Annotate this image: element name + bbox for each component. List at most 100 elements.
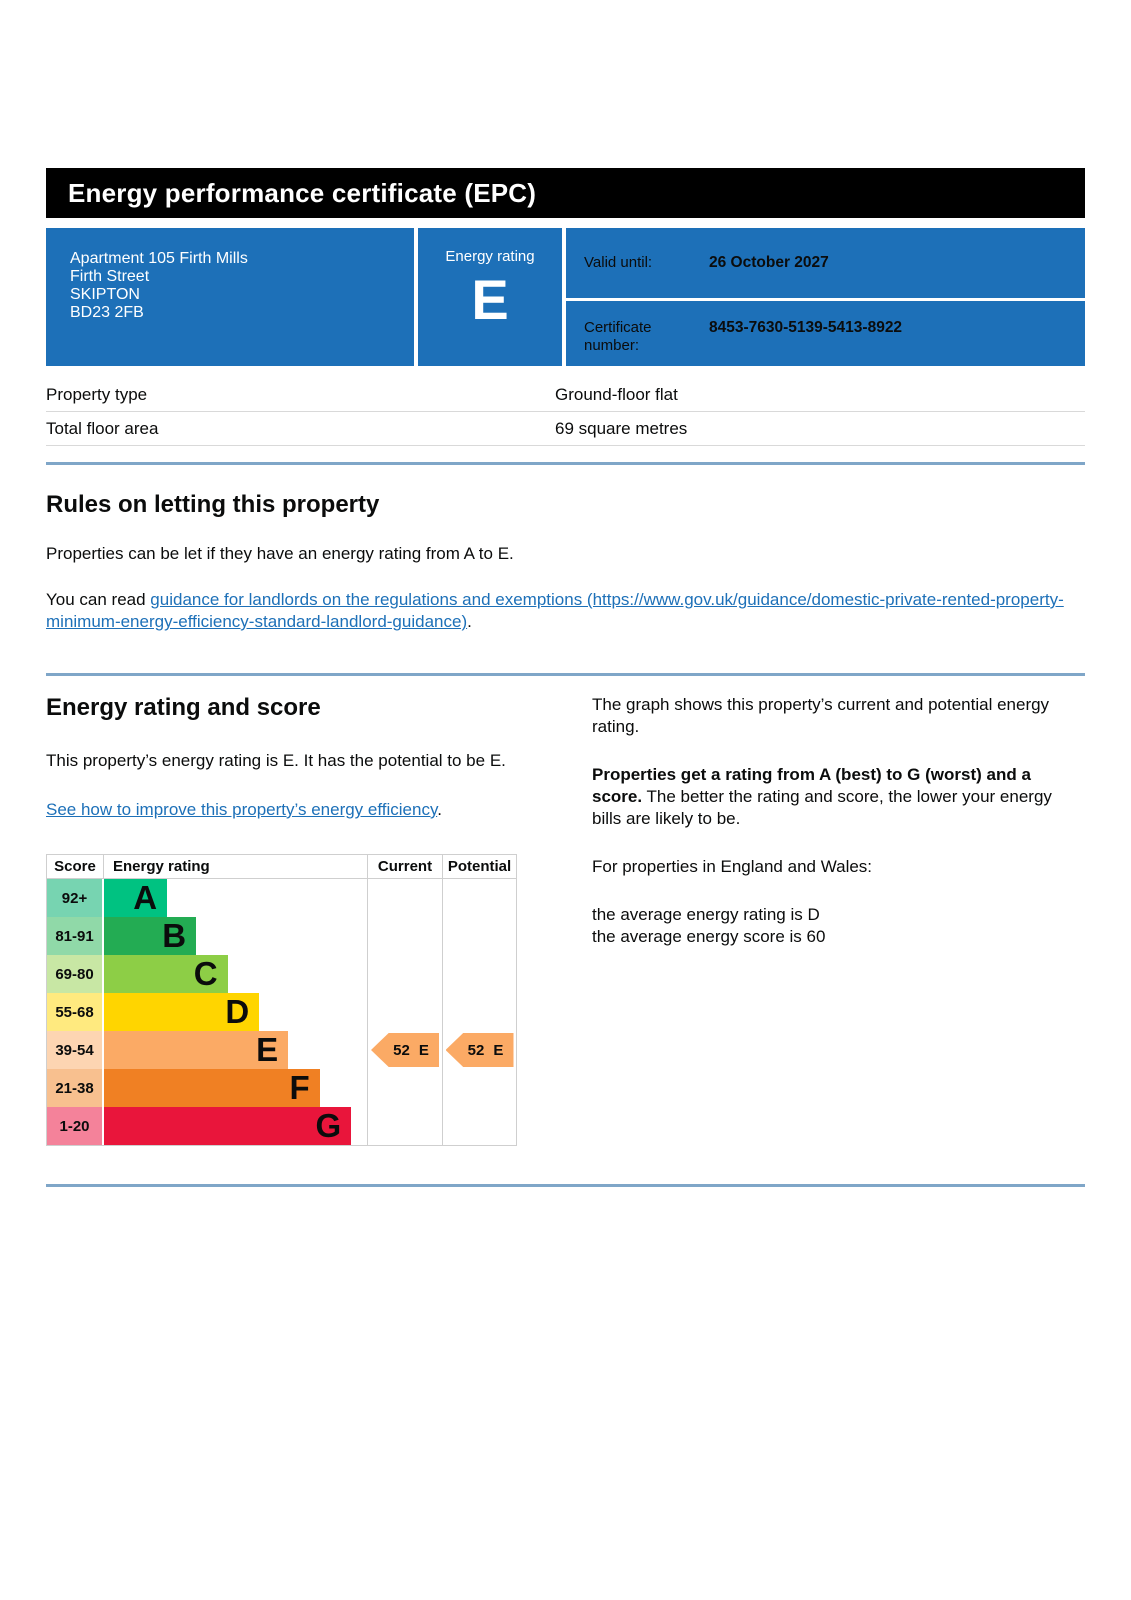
band-bar-track: B xyxy=(104,917,367,955)
section-divider xyxy=(46,462,1085,465)
band-bar-b: B xyxy=(104,917,197,955)
potential-letter: E xyxy=(493,1041,504,1059)
band-bar-g: G xyxy=(104,1107,352,1145)
current-score: 52 xyxy=(393,1041,410,1059)
band-bar-track: F xyxy=(104,1069,367,1107)
floor-area-value: 69 square metres xyxy=(555,418,688,438)
potential-score: 52 xyxy=(467,1041,485,1059)
valid-until-value: 26 October 2027 xyxy=(709,254,829,271)
band-score-d: 55-68 xyxy=(47,993,104,1031)
certificate-number-row: Certificate number: 8453-7630-5139-5413-… xyxy=(566,301,1085,366)
potential-cell-e: 52 E xyxy=(442,1031,516,1069)
chart-header-current: Current xyxy=(367,855,442,878)
table-row: Property type Ground-floor flat xyxy=(46,378,1085,412)
band-bar-d: D xyxy=(104,993,260,1031)
band-bar-track: A xyxy=(104,879,367,917)
property-type-label: Property type xyxy=(46,384,148,404)
potential-rating-arrow: 52 E xyxy=(445,1033,514,1067)
bottom-divider xyxy=(46,1184,1085,1187)
property-facts: Property type Ground-floor flat Total fl… xyxy=(46,378,1085,462)
graph-description-para: The graph shows this property’s current … xyxy=(592,695,1050,736)
improve-line-suffix: . xyxy=(437,800,442,819)
chart-header-row: Score Energy rating Current Potential xyxy=(47,855,516,879)
property-type-value: Ground-floor flat xyxy=(555,384,678,404)
certificate-number-value: 8453-7630-5139-5413-8922 xyxy=(709,319,903,336)
page-title: Energy performance certificate (EPC) xyxy=(68,177,537,208)
valid-until-label: Valid until: xyxy=(584,254,653,271)
rating-score-left-column: Energy rating and score This property’s … xyxy=(46,694,520,1146)
rating-score-right-column: The graph shows this property’s current … xyxy=(592,694,1085,1146)
current-cell-c xyxy=(367,955,442,993)
chart-header-score: Score xyxy=(47,855,104,878)
rating-explainer-para: Properties get a rating from A (best) to… xyxy=(592,764,1085,830)
band-bar-track: E xyxy=(104,1031,367,1069)
rules-para-1: Properties can be let if they have an en… xyxy=(46,544,514,563)
rules-para-2-suffix: . xyxy=(467,612,472,631)
epc-banner: Energy performance certificate (EPC) xyxy=(46,168,1085,218)
valid-until-row: Valid until: 26 October 2027 xyxy=(566,228,1085,298)
current-cell-f xyxy=(367,1069,442,1107)
current-cell-d xyxy=(367,993,442,1031)
band-bar-c: C xyxy=(104,955,228,993)
certificate-meta: Valid until: 26 October 2027 Certificate… xyxy=(566,228,1085,366)
address-line-3: SKIPTON xyxy=(70,286,140,303)
rules-heading: Rules on letting this property xyxy=(46,491,380,518)
average-score-line: the average energy score is 60 xyxy=(592,927,826,946)
current-rating-arrow: 52 E xyxy=(371,1033,439,1067)
band-row-f: 21-38 F xyxy=(47,1069,516,1107)
band-score-b: 81-91 xyxy=(47,917,104,955)
rating-summary-para: This property’s energy rating is E. It h… xyxy=(46,751,506,770)
epc-rating-chart: Score Energy rating Current Potential 92… xyxy=(46,854,517,1146)
band-row-d: 55-68 D xyxy=(47,993,516,1031)
address-line-4: BD23 2FB xyxy=(70,304,144,321)
chart-header-potential: Potential xyxy=(442,855,516,878)
band-bar-track: D xyxy=(104,993,367,1031)
potential-cell-f xyxy=(442,1069,516,1107)
potential-cell-a xyxy=(442,879,516,917)
current-cell-a xyxy=(367,879,442,917)
england-wales-line: For properties in England and Wales: xyxy=(592,857,873,876)
chart-header-rating: Energy rating xyxy=(113,858,210,875)
floor-area-label: Total floor area xyxy=(46,418,159,438)
table-row: Total floor area 69 square metres xyxy=(46,412,1085,446)
energy-rating-label: Energy rating xyxy=(445,248,535,265)
landlord-guidance-link[interactable]: guidance for landlords on the regulation… xyxy=(46,590,1064,631)
band-score-g: 1-20 xyxy=(47,1107,104,1145)
rules-section: Rules on letting this property Propertie… xyxy=(46,491,1085,673)
potential-cell-b xyxy=(442,917,516,955)
improve-efficiency-link[interactable]: See how to improve this property’s energ… xyxy=(46,800,438,819)
band-score-a: 92+ xyxy=(47,879,104,917)
property-address: Apartment 105 Firth Mills Firth Street S… xyxy=(46,228,414,366)
band-bar-e: E xyxy=(104,1031,289,1069)
summary-panel: Apartment 105 Firth Mills Firth Street S… xyxy=(46,228,1085,366)
current-cell-g xyxy=(367,1107,442,1145)
rules-para-2-prefix: You can read xyxy=(46,590,151,609)
average-rating-line: the average energy rating is D xyxy=(592,905,820,924)
epc-page: Energy performance certificate (EPC) Apa… xyxy=(46,168,1085,1187)
current-cell-b xyxy=(367,917,442,955)
rating-explainer-rest: The better the rating and score, the low… xyxy=(592,787,1052,828)
rating-explainer-bold: Properties get a rating from A (best) to… xyxy=(592,765,1031,806)
improve-line: See how to improve this property’s energ… xyxy=(46,800,520,820)
band-bar-track: C xyxy=(104,955,367,993)
energy-rating-value: E xyxy=(471,268,509,331)
current-cell-e: 52 E xyxy=(367,1031,442,1069)
address-line-1: Apartment 105 Firth Mills xyxy=(70,250,248,267)
current-letter: E xyxy=(418,1041,429,1059)
band-row-c: 69-80 C xyxy=(47,955,516,993)
rules-para-2: You can read guidance for landlords on t… xyxy=(46,589,1085,633)
address-line-2: Firth Street xyxy=(70,268,150,285)
energy-rating-cell: Energy rating E xyxy=(418,228,562,366)
band-row-g: 1-20 G xyxy=(47,1107,516,1145)
band-score-e: 39-54 xyxy=(47,1031,104,1069)
band-bar-track: G xyxy=(104,1107,367,1145)
certificate-number-label: Certificate number: xyxy=(584,319,652,354)
section-divider xyxy=(46,673,1085,676)
band-row-b: 81-91 B xyxy=(47,917,516,955)
band-bar-a: A xyxy=(104,879,168,917)
band-score-f: 21-38 xyxy=(47,1069,104,1107)
band-score-c: 69-80 xyxy=(47,955,104,993)
band-row-e: 39-54 E 52 E 52 E xyxy=(47,1031,516,1069)
rating-score-section: Energy rating and score This property’s … xyxy=(46,694,1085,1146)
potential-cell-g xyxy=(442,1107,516,1145)
